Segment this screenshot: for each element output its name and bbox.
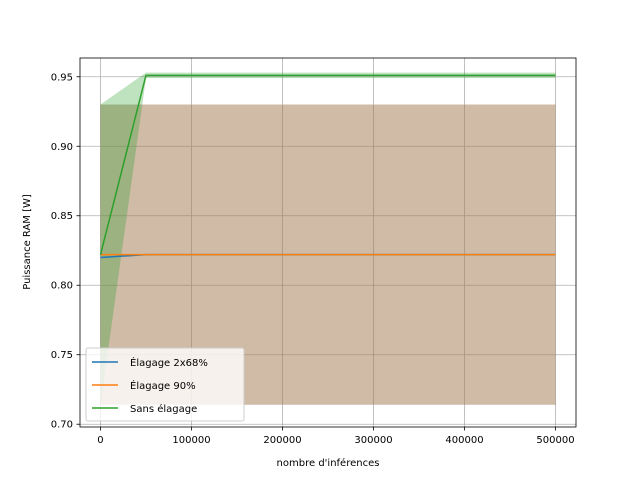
legend-box (85, 347, 245, 422)
y-tick-label: 0.75 (51, 350, 73, 361)
x-tick-label: 400000 (445, 435, 483, 446)
y-tick-label: 0.85 (51, 211, 73, 222)
x-tick-label: 200000 (263, 435, 301, 446)
legend-label-elagage-2x68: Élagage 2x68% (130, 356, 208, 369)
x-tick-label: 0 (97, 435, 103, 446)
y-tick-label: 0.70 (51, 420, 73, 431)
x-tick-label: 300000 (354, 435, 392, 446)
y-tick-label: 0.95 (51, 72, 73, 83)
x-tick-label: 100000 (172, 435, 210, 446)
x-axis-label: nombre d'inférences (277, 457, 380, 469)
line-sans-elagage (99, 74, 556, 255)
legend-label-sans-elagage: Sans élagage (130, 403, 197, 415)
x-axis-ticks: 0 100000 200000 300000 400000 500000 (97, 427, 575, 446)
y-tick-label: 0.80 (51, 281, 73, 292)
y-axis-ticks: 0.70 0.75 0.80 0.85 0.90 0.95 (51, 72, 80, 431)
x-tick-label: 500000 (536, 435, 574, 446)
y-tick-label: 0.90 (51, 142, 73, 153)
y-axis-label: Puissance RAM [W] (22, 194, 33, 290)
legend-label-elagage-90: Élagage 90% (130, 379, 196, 392)
legend: Élagage 2x68% Élagage 90% Sans élagage (85, 347, 245, 422)
series-lines (99, 74, 556, 259)
plot-frame (79, 57, 577, 428)
